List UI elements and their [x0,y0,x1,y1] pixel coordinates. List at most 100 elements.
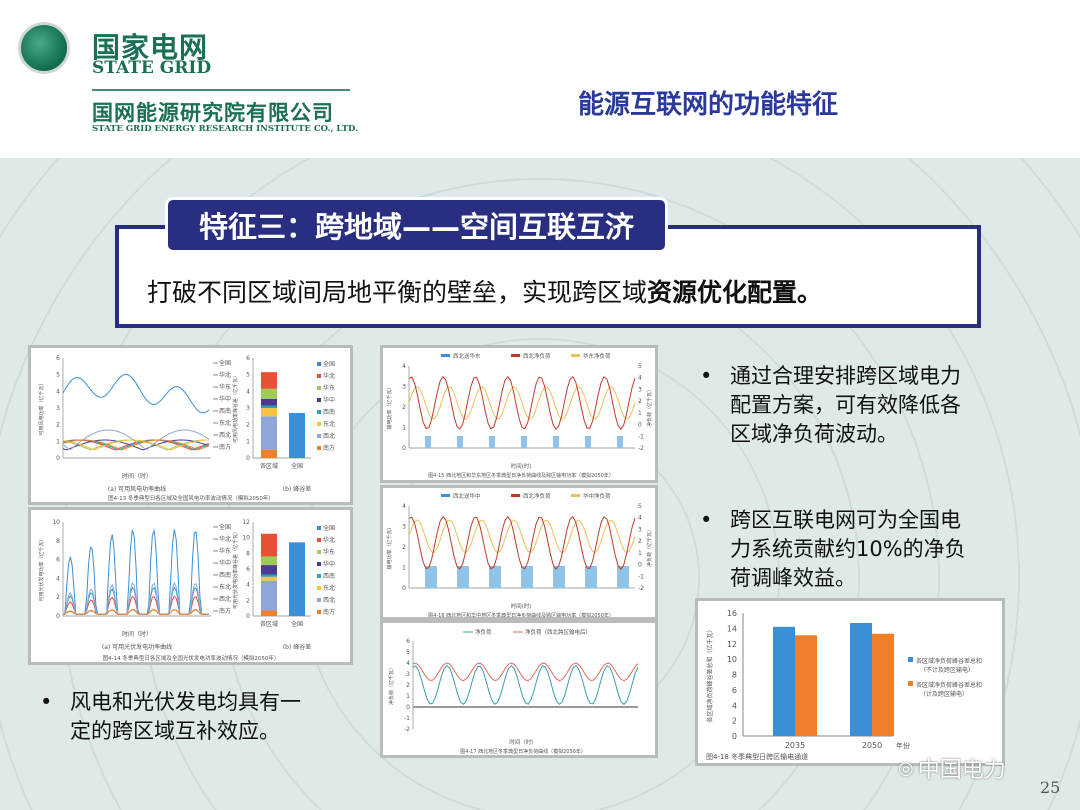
bullet-line: 区域净负荷波动。 [730,422,898,446]
y-axis-label: 可用风电功率（亿千瓦） [38,380,45,435]
transmission-bar [457,566,469,588]
subcaption-b: (b) 峰谷差 [283,485,311,493]
bar-2035-1 [795,635,817,736]
peak-valley-y-tick: 10 [242,535,250,542]
power-y-tick: 10 [52,519,60,526]
region-curve [62,373,210,414]
legend-label: 华北 [219,535,231,543]
peak-valley-y-tick: 1 [246,438,250,445]
stacked-bar-segment [261,533,277,557]
bullet-line: 定的跨区域互补效应。 [70,719,280,743]
y-tick-label: 10 [727,655,737,664]
legend-label: 东北 [323,584,335,592]
national-bar [289,413,305,458]
peak-valley-y-label: 可用风电功率峰谷差（亿千瓦） [232,373,239,443]
figure-caption: 图4-15 西北地区和华东地区冬季典型日净负荷曲线及跨区输电功率（模拟2050年… [428,472,614,479]
region-curve [63,609,209,615]
figure-4-14: 0 2 4 6 8 10 可用光伏发电功率（亿千瓦） 时间（时） 全国 华北 华东 华中 西南 东北 西北南… [28,507,353,665]
left-y-tick: 1 [402,565,406,572]
right-y-tick: 3 [638,526,642,533]
net-load-after-transmission-line [412,662,639,682]
legend-label: 东北 [219,583,231,591]
legend-label: 华中 [219,559,231,567]
legend-label: 西南 [219,571,231,579]
legend-swatch [571,354,580,357]
legend-label: 各区域净负荷峰谷差总和（计及跨区输电） [916,681,982,698]
figure-4-17: -2 -1 0 1 2 3 4 5 6 净负荷（亿千瓦） 净负荷 净负荷（西北跨区输电后） 时间（时） 图… [380,620,658,758]
legend-swatch [317,410,321,414]
transmission-bar [489,436,495,448]
right-y-tick: 1 [638,550,642,557]
legend-label: 全国 [219,359,231,367]
y-axis-label: 可用光伏发电功率（亿千瓦） [38,536,45,601]
legend-swatch [317,398,321,402]
peak-valley-y-tick: 2 [246,422,250,429]
transmission-bar [425,566,437,588]
x-axis-label: 时间(时) [511,462,532,470]
stacked-bar-segment [261,574,277,577]
y-tick-label: 6 [732,686,737,695]
legend-label: 南方 [323,608,335,616]
region-curve [62,429,210,451]
right-y-tick: -2 [638,445,644,452]
logo-chinese-name: 国家电网 [92,31,209,64]
peak-valley-y-tick: 0 [246,613,250,620]
bullet-line: 荷调峰效益。 [730,566,856,590]
legend-swatch [317,526,321,530]
net-load-line [412,664,639,706]
subcaption-b: (b) 峰谷差 [283,643,311,651]
feature-text: 打破不同区域间局地平衡的壁垒，实现跨区域资源优化配置。 [147,273,822,309]
legend-swatch [317,574,321,578]
legend-swatch [317,586,321,590]
x-axis-label: 时间（时） [122,630,152,638]
transmission-bar [489,566,501,588]
transmission-bar [585,566,597,588]
right-y-tick: 5 [638,363,642,370]
x-tick-label: 2035 [785,741,805,750]
legend-label: 东北 [323,420,335,428]
power-y-tick: 8 [56,538,60,545]
figure-caption: 图4-13 冬季典型日各区域及全国风电功率波动情况（模拟2050年） [108,494,274,502]
legend-label: 华中 [323,560,335,568]
region-curve [62,439,210,451]
national-bar [289,542,305,616]
legend-swatch [317,374,321,378]
subcaption-a: (a) 可用风电功率曲线 [108,485,166,493]
x-tick-label: 2050 [862,741,882,750]
left-y-tick: 3 [402,524,406,531]
power-y-tick: 1 [56,438,60,445]
y-tick-label: 4 [732,701,737,710]
figure-4-18-bar-chart: 0 2 4 6 8 10 12 14 16 各区域净负荷峰谷差总和（亿千瓦） 2035 2050 年份 各… [695,598,1005,766]
transmission-bar [553,566,565,588]
figure-caption: 图4-16 西北地区和华中地区冬季典型日净负荷曲线及跨区输电功率（模拟2050年… [428,612,614,617]
net-load-y-tick: 1 [406,693,410,700]
peak-valley-y-tick: 3 [246,405,250,412]
peak-valley-y-tick: 4 [246,388,250,395]
stacked-bar-segment [261,449,277,458]
feature-text-plain: 打破不同区域间局地平衡的壁垒，实现跨区域 [147,278,648,307]
legend-label: 华中净负荷 [583,492,611,500]
legend-swatch [317,550,321,554]
wechat-icon: ◎ [898,757,914,779]
page-number: 25 [1040,778,1061,797]
net-load-y-tick: 6 [406,638,410,645]
left-y-tick: 0 [402,585,406,592]
left-y-tick: 3 [402,384,406,391]
legend-label: 华东 [219,547,231,555]
right-y-tick: 2 [638,398,642,405]
stacked-bar-segment [261,565,277,575]
region-curve [62,439,210,451]
bar-label: 全国 [291,620,303,628]
legend-label: 华东净负荷 [583,352,611,360]
legend-swatch [317,434,321,438]
right-y-tick: 4 [638,375,642,382]
legend-label: 华中 [219,395,231,403]
logo-english-name: STATE GRID [92,58,212,78]
legend-label: 南方 [219,443,231,451]
legend-label: 全国 [323,360,335,368]
net-load-y-tick: -2 [404,726,410,733]
bullet-marker: • [40,690,53,714]
right-y-tick: 1 [638,410,642,417]
bar-2050-1 [872,633,894,736]
stacked-bar-segment [261,408,277,417]
